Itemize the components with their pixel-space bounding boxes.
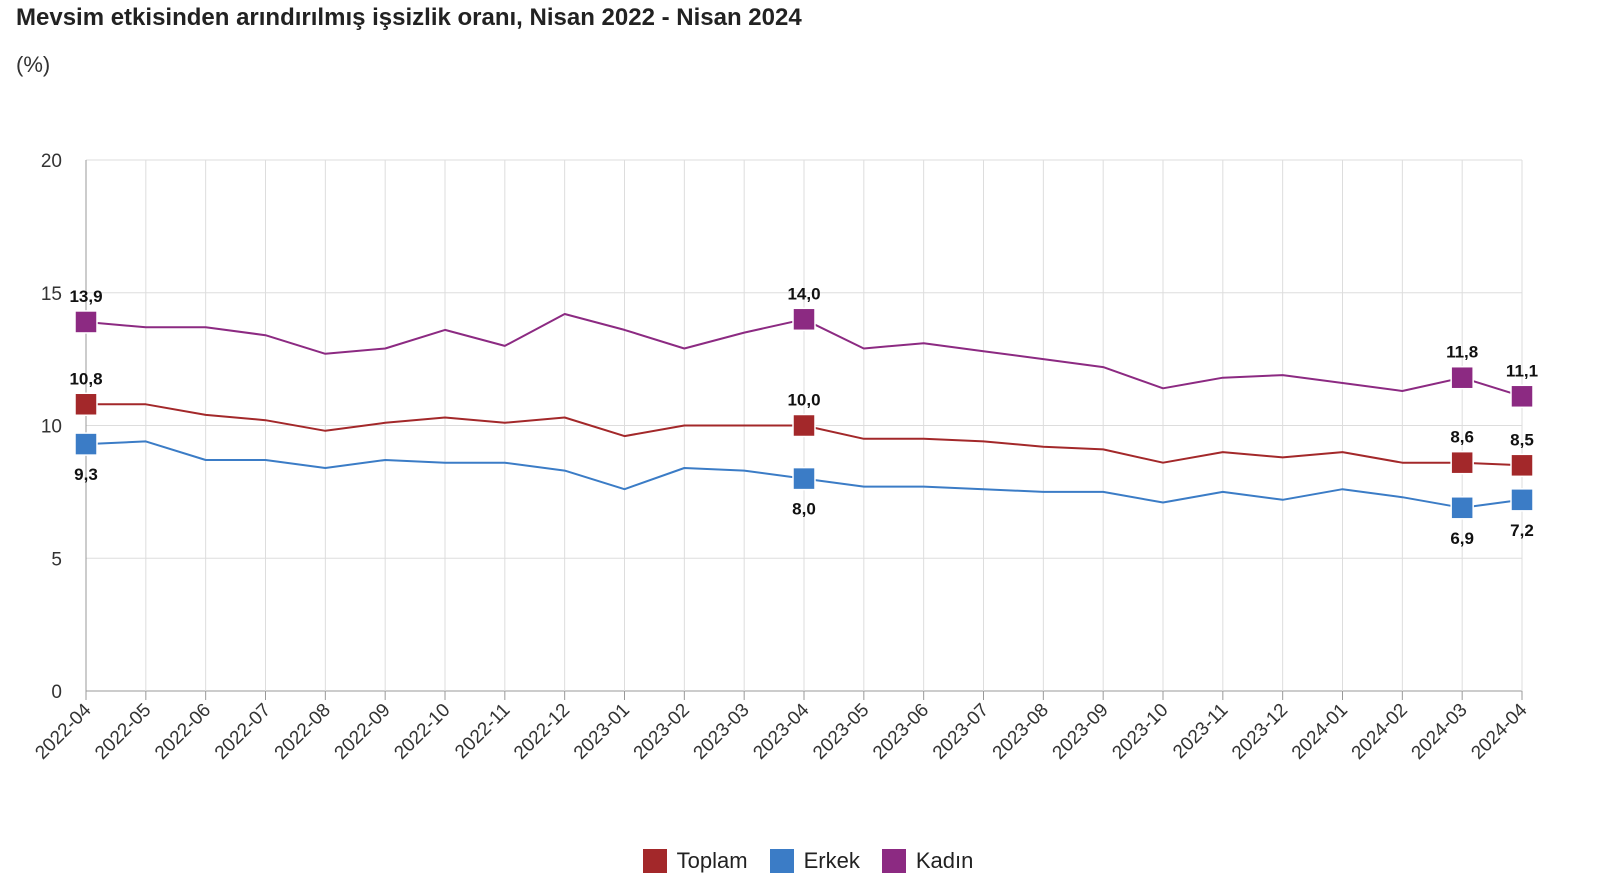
x-tick-label: 2023-10 (1108, 700, 1172, 764)
data-label-toplam-2023-04: 10,0 (787, 391, 820, 410)
x-tick-label: 2023-02 (630, 700, 694, 764)
x-tick-label: 2023-12 (1228, 700, 1292, 764)
data-label-toplam-2024-04: 8,5 (1510, 430, 1534, 449)
legend-item-kadin[interactable]: Kadın (881, 848, 974, 874)
marker-erkek-2022-04 (74, 432, 98, 456)
chart-unit-label: (%) (16, 52, 51, 77)
x-tick-label: 2022-09 (331, 700, 395, 764)
x-tick-label: 2024-01 (1288, 700, 1352, 764)
data-label-layer: 13,9 10,8 9,3 14,0 10,0 8,0 11,8 8,6 6,9 11,1 8,5 7… (69, 284, 1538, 548)
chart-title: Mevsim etkisinden arındırılmış işsizlik … (16, 4, 802, 31)
tick-layer: 051015202022-042022-052022-062022-072022… (31, 151, 1531, 764)
marker-toplam-2023-04 (792, 413, 816, 438)
x-tick-label: 2022-12 (510, 700, 574, 764)
data-label-kadin-2024-04: 11,1 (1506, 361, 1538, 380)
marker-erkek-2024-03 (1450, 496, 1474, 520)
data-label-kadin-2022-04: 13,9 (69, 287, 102, 306)
marker-kadin-2022-04 (74, 310, 98, 334)
legend-swatch-toplam (642, 849, 667, 873)
x-tick-label: 2022-08 (271, 700, 335, 764)
y-tick-label: 0 (51, 682, 62, 703)
y-tick-label: 5 (51, 549, 62, 570)
x-tick-label: 2023-05 (809, 700, 873, 764)
marker-kadin-2024-04 (1510, 384, 1534, 409)
x-tick-label: 2022-11 (451, 700, 514, 763)
x-tick-label: 2022-07 (211, 700, 275, 764)
x-tick-label: 2023-11 (1169, 700, 1232, 763)
series-layer (74, 307, 1534, 520)
marker-erkek-2024-04 (1510, 488, 1534, 512)
legend-label-toplam: Toplam (676, 848, 748, 873)
x-tick-label: 2023-09 (1049, 700, 1113, 764)
data-label-toplam-2022-04: 10,8 (69, 369, 102, 388)
marker-kadin-2023-04 (792, 307, 816, 332)
legend: Toplam Erkek Kadın (0, 848, 1616, 874)
x-tick-label: 2023-08 (989, 700, 1053, 764)
x-tick-label: 2023-03 (690, 700, 754, 764)
y-tick-label: 15 (41, 284, 62, 305)
y-tick-label: 20 (41, 151, 62, 172)
legend-label-erkek: Erkek (803, 848, 860, 873)
x-tick-label: 2023-04 (749, 699, 813, 763)
x-tick-label: 2024-03 (1408, 700, 1472, 764)
marker-toplam-2024-03 (1450, 450, 1474, 475)
marker-toplam-2024-04 (1510, 453, 1534, 478)
data-label-toplam-2024-03: 8,6 (1450, 428, 1474, 447)
x-tick-label: 2022-05 (91, 700, 155, 764)
marker-kadin-2024-03 (1450, 365, 1474, 390)
x-tick-label: 2023-06 (869, 700, 933, 764)
legend-item-toplam[interactable]: Toplam (642, 848, 748, 874)
legend-label-kadin: Kadın (915, 848, 974, 873)
legend-swatch-kadin (881, 849, 906, 873)
x-tick-label: 2022-10 (390, 700, 454, 764)
data-label-kadin-2024-03: 11,8 (1446, 343, 1478, 362)
marker-toplam-2022-04 (74, 392, 98, 417)
x-tick-label: 2022-06 (151, 700, 215, 764)
x-tick-label: 2022-04 (31, 699, 95, 763)
data-label-erkek-2024-03: 6,9 (1450, 529, 1474, 548)
x-tick-label: 2024-04 (1467, 699, 1531, 763)
data-label-erkek-2023-04: 8,0 (792, 500, 816, 519)
x-tick-label: 2023-01 (570, 700, 634, 764)
data-label-erkek-2024-04: 7,2 (1510, 521, 1534, 540)
x-tick-label: 2023-07 (929, 700, 993, 764)
x-tick-label: 2024-02 (1348, 700, 1412, 764)
data-label-erkek-2022-04: 9,3 (74, 465, 98, 484)
y-tick-label: 10 (41, 417, 62, 438)
line-chart: 051015202022-042022-052022-062022-072022… (31, 151, 1538, 764)
legend-item-erkek[interactable]: Erkek (769, 848, 860, 874)
data-label-kadin-2023-04: 14,0 (787, 284, 820, 303)
legend-swatch-erkek (769, 849, 794, 873)
marker-erkek-2023-04 (792, 466, 816, 491)
